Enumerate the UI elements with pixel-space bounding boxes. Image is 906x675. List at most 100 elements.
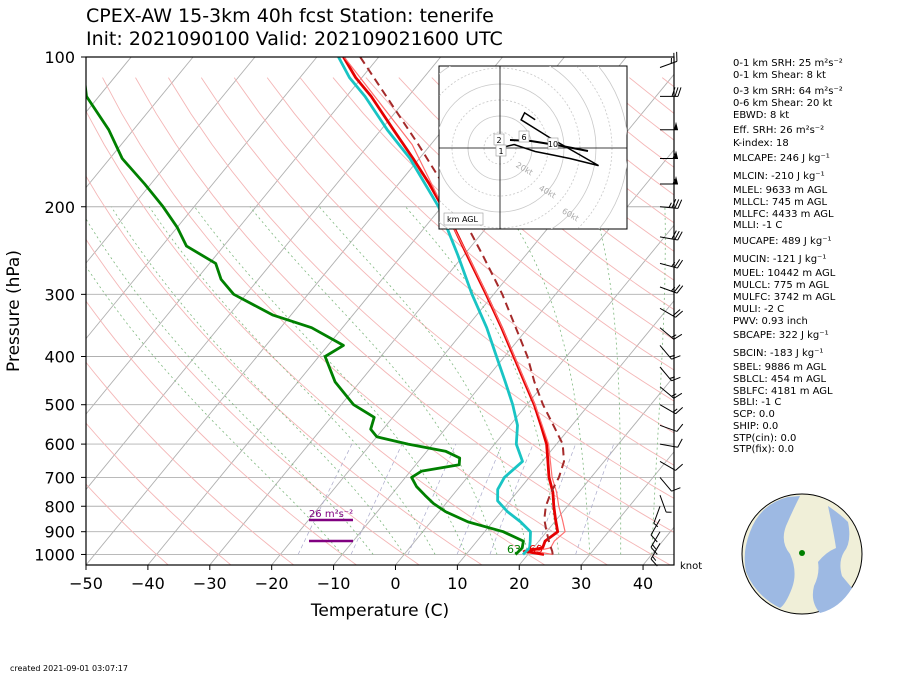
index-line: MULI: -2 C <box>733 304 785 315</box>
moist-adiabat <box>593 206 622 555</box>
moist-adiabat <box>503 206 591 555</box>
hodograph-height-label: 6 <box>521 133 526 142</box>
hodograph-height-box <box>518 130 530 143</box>
index-line: SBCIN: -183 J kg⁻¹ <box>733 348 824 359</box>
wind-barb <box>659 386 683 399</box>
moist-adiabat <box>249 206 498 555</box>
dry-adiabat <box>86 483 169 565</box>
wind-barb <box>650 531 661 555</box>
isotherm <box>86 57 503 565</box>
dry-adiabat <box>86 422 232 565</box>
hodograph-height-label: 10 <box>548 140 558 149</box>
dry-adiabat <box>365 77 674 341</box>
wind-barb <box>659 198 683 209</box>
mixing-ratio-line <box>575 443 615 555</box>
index-line: SCP: 0.0 <box>733 409 775 420</box>
index-line: SBEL: 9886 m AGL <box>733 362 827 373</box>
index-line: MLLI: -1 C <box>733 220 783 231</box>
dry-adiabat <box>86 361 294 565</box>
index-line: MUCAPE: 489 J kg⁻¹ <box>733 236 832 247</box>
wind-barb <box>659 307 684 318</box>
wind-barb <box>660 176 678 185</box>
y-tick-label: 1000 <box>34 545 75 564</box>
index-line: K-index: 18 <box>733 138 789 149</box>
x-tick-label: −10 <box>317 574 351 593</box>
isotherm <box>86 57 442 491</box>
dry-adiabat <box>200 77 674 499</box>
isotherm <box>86 57 194 189</box>
hodograph-legend-box <box>443 212 484 226</box>
moist-adiabat <box>110 206 405 555</box>
isotherm <box>86 57 318 340</box>
chart-subtitle: Init: 2021090100 Valid: 2021090216​00 UT… <box>86 28 503 50</box>
series-dewpoint <box>86 80 525 556</box>
index-line: PWV: 0.93 inch <box>733 316 808 327</box>
index-line: MUCIN: -121 J kg⁻¹ <box>733 254 827 265</box>
isotherm <box>518 375 674 565</box>
index-line: Eff. SRH: 26 m²s⁻² <box>733 125 825 136</box>
x-tick-label: −30 <box>193 574 227 593</box>
series-wetbulb <box>337 57 532 556</box>
index-line: SBLFC: 4181 m AGL <box>733 386 833 397</box>
index-line: 0-3 km SRH: 64 m²s⁻² <box>733 86 843 97</box>
index-line: STP(fix): 0.0 <box>733 444 794 455</box>
y-tick-label: 900 <box>44 523 75 542</box>
created-timestamp: created 2021-09-01 03:07:17 <box>10 664 128 673</box>
dry-adiabat <box>398 77 674 311</box>
mixing-ratio-line <box>489 443 534 555</box>
wind-barb <box>659 495 672 513</box>
dry-adiabat <box>86 238 420 565</box>
hodograph-height-box <box>495 144 507 157</box>
y-tick-label: 500 <box>44 396 75 415</box>
moist-adiabat <box>86 218 374 555</box>
surface-dewpoint-label: 63 <box>507 543 521 556</box>
isotherm <box>395 224 674 565</box>
wind-barb <box>659 460 684 471</box>
dry-adiabat <box>86 175 483 565</box>
x-tick-label: 20 <box>509 574 529 593</box>
index-line: MLEL: 9633 m AGL <box>733 185 828 196</box>
x-axis-label: Temperature (C) <box>310 601 449 621</box>
x-tick-label: 30 <box>571 574 591 593</box>
wind-barb <box>653 506 661 528</box>
eff-srh-label: 26 m²s⁻² <box>309 509 353 520</box>
index-line: 0-6 km Shear: 20 kt <box>733 98 833 109</box>
wind-barb <box>659 327 683 340</box>
mixing-ratio-line <box>297 443 353 555</box>
hodograph-frame <box>438 65 628 230</box>
index-line: MLCIN: -210 J kg⁻¹ <box>733 171 825 182</box>
index-line: SHIP: 0.0 <box>733 421 779 432</box>
station-globe-map <box>741 493 863 615</box>
station-marker <box>799 550 805 556</box>
dry-adiabat <box>86 300 357 565</box>
moist-adiabat <box>405 206 560 555</box>
hodograph-trace <box>499 111 599 167</box>
dry-adiabat <box>102 77 608 565</box>
dry-adiabat <box>233 77 674 466</box>
dry-adiabat <box>135 77 671 565</box>
index-line: SBLCL: 454 m AGL <box>733 374 827 385</box>
isotherm <box>86 57 256 264</box>
index-line: SBLI: -1 C <box>733 397 782 408</box>
wind-barb <box>659 438 683 448</box>
hodograph-ring-label: 80kt <box>583 230 603 247</box>
y-tick-label: 400 <box>44 348 75 367</box>
x-tick-label: 0 <box>390 574 400 593</box>
hodograph-height-label: 1 <box>498 147 503 156</box>
moist-adiabat <box>651 206 666 555</box>
dry-adiabat <box>431 77 674 281</box>
wind-barb <box>659 477 681 492</box>
index-line: MULCL: 775 m AGL <box>733 280 829 291</box>
y-tick-label: 600 <box>44 435 75 454</box>
wind-barb <box>659 284 684 294</box>
wind-barb <box>659 423 684 432</box>
isotherm <box>580 451 674 565</box>
wind-barb <box>659 230 683 241</box>
y-tick-label: 100 <box>44 48 75 67</box>
wind-barb <box>660 150 678 159</box>
ocean-west <box>744 496 800 608</box>
index-line: MUEL: 10442 m AGL <box>733 268 836 279</box>
index-line: STP(cin): 0.0 <box>733 433 797 444</box>
wind-barb <box>650 543 661 567</box>
